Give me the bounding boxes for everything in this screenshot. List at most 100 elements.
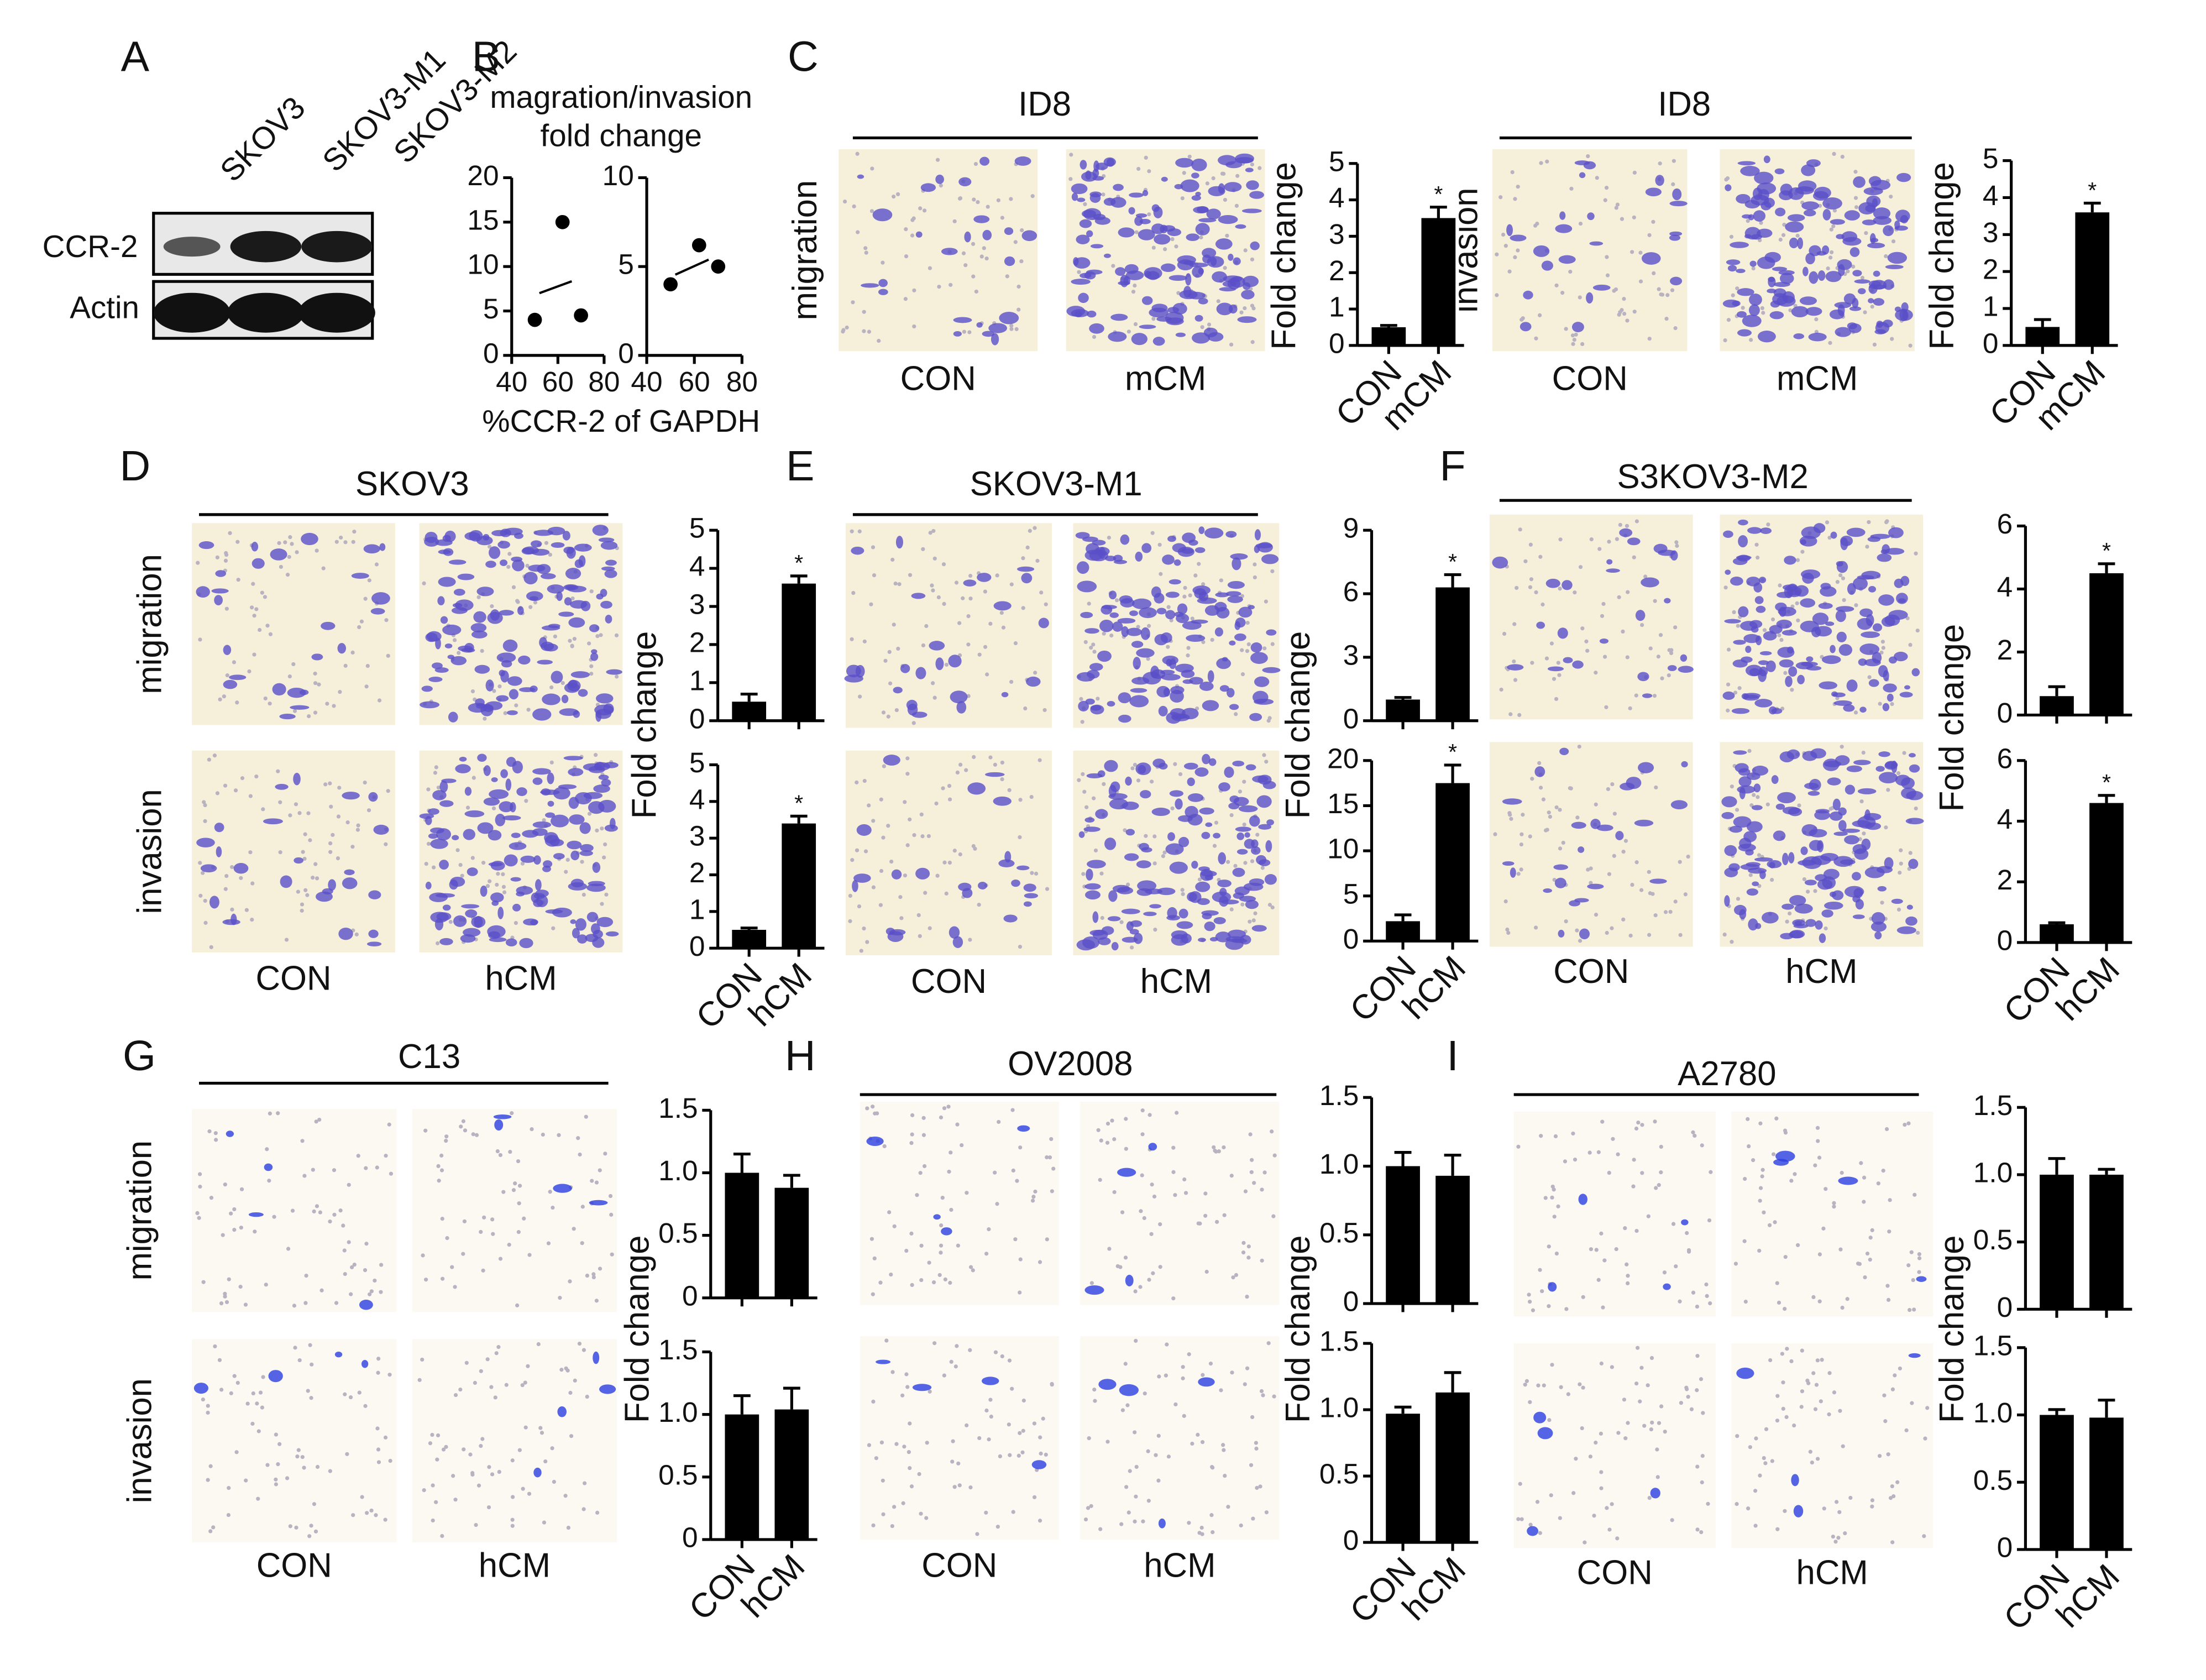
pore (904, 1372, 909, 1377)
pore (1199, 235, 1203, 240)
pore (1917, 1270, 1921, 1274)
point (574, 308, 588, 323)
pore (1124, 1485, 1129, 1489)
pore (1493, 832, 1497, 836)
pore (479, 1229, 483, 1234)
pore (1246, 1244, 1251, 1249)
pore (424, 1278, 428, 1282)
stained-cell (1734, 904, 1747, 915)
pore (384, 618, 389, 622)
pore (386, 789, 390, 793)
stained-cell (1908, 859, 1919, 869)
pore (1506, 930, 1511, 935)
pore (908, 1421, 912, 1426)
pore (987, 1437, 991, 1442)
pore (351, 1513, 355, 1517)
pore (1596, 1150, 1601, 1154)
stained-cell (1176, 921, 1193, 929)
stained-cell (1737, 329, 1752, 337)
pore (1091, 642, 1096, 647)
stained-cell (488, 830, 502, 841)
stained-cell (1189, 263, 1208, 268)
pore (1187, 154, 1192, 159)
stained-cell (876, 1359, 891, 1364)
pore (572, 637, 577, 641)
stained-cell (1827, 777, 1841, 786)
stained-cell (233, 863, 249, 874)
stained-cell (568, 882, 588, 891)
pore (1250, 257, 1255, 261)
stained-cell (287, 687, 306, 698)
pore (587, 812, 592, 816)
stained-cell (1753, 582, 1763, 593)
bar (732, 702, 767, 721)
stained-cell (279, 713, 296, 720)
row-label: invasion (130, 789, 169, 914)
pore (1904, 1428, 1909, 1432)
stained-cell (1229, 704, 1239, 710)
pore (437, 1179, 441, 1183)
condition-label: CON (1577, 1554, 1653, 1592)
pore (1670, 1518, 1674, 1522)
stained-cell (1800, 569, 1821, 579)
pore (528, 605, 533, 609)
pore (1175, 1111, 1179, 1115)
pore (1908, 1308, 1912, 1312)
stained-cell (1587, 883, 1604, 889)
pore (1270, 569, 1275, 573)
pore (235, 1380, 240, 1385)
stained-cell (1241, 290, 1255, 300)
pore (1089, 1281, 1094, 1285)
pore (1251, 1516, 1255, 1521)
pore (585, 1394, 589, 1399)
pore (951, 1439, 955, 1443)
y-tick-label: 0.5 (1319, 1216, 1359, 1248)
pore (1621, 629, 1625, 634)
pore (1890, 1540, 1895, 1545)
stained-cell (1214, 601, 1227, 612)
pore (928, 266, 932, 270)
pore (1182, 1414, 1186, 1418)
pore (890, 557, 895, 562)
micrograph (1513, 1343, 1716, 1548)
pore (911, 721, 916, 725)
pore (1019, 259, 1024, 264)
pore (1000, 760, 1004, 765)
pore (961, 596, 965, 600)
stained-cell (1774, 168, 1785, 175)
pore (1758, 1121, 1763, 1126)
pore (1150, 531, 1155, 535)
stained-cell (929, 641, 945, 651)
pore (1115, 598, 1119, 603)
pore (1171, 1170, 1176, 1174)
stained-cell (428, 677, 443, 682)
pore (1150, 1182, 1154, 1187)
stained-cell (371, 592, 390, 605)
pore (1523, 559, 1528, 563)
stained-cell (334, 1352, 343, 1358)
stained-cell (1746, 821, 1763, 833)
pore (1119, 920, 1124, 924)
stained-cell (436, 893, 455, 898)
pore (1886, 1452, 1890, 1457)
pore (1156, 1433, 1161, 1438)
stained-cell (1104, 760, 1118, 772)
stained-cell (572, 928, 580, 939)
pore (229, 1211, 233, 1216)
pore (1238, 789, 1243, 794)
pore (347, 1240, 351, 1244)
pore (932, 556, 937, 561)
pore (1632, 555, 1636, 559)
pore (1049, 1137, 1054, 1142)
pore (932, 1341, 937, 1346)
stained-cell (1189, 677, 1203, 685)
pore (315, 1464, 320, 1469)
stained-cell (1730, 577, 1743, 586)
pore (317, 682, 321, 687)
pore (1762, 1210, 1766, 1215)
stained-cell (1738, 535, 1748, 548)
pore (208, 1529, 213, 1534)
pore (1817, 1299, 1822, 1304)
pore (1554, 805, 1559, 810)
stained-cell (551, 814, 569, 828)
